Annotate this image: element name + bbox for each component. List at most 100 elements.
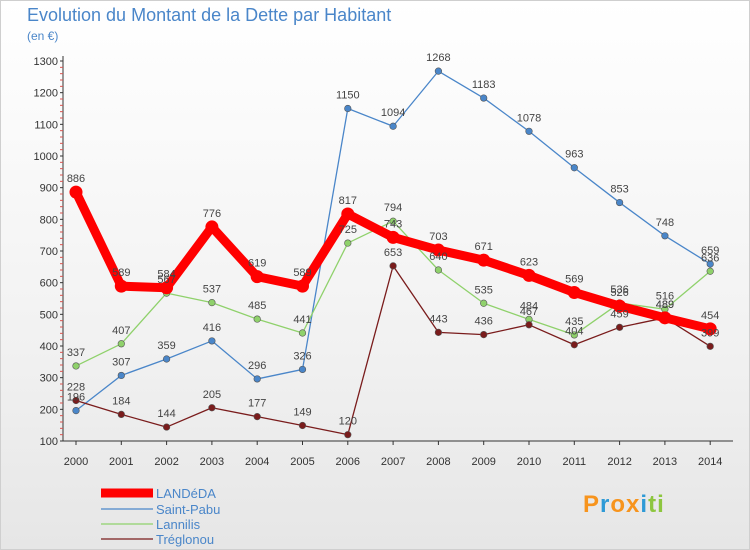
- data-point-lannilis: [117, 340, 125, 348]
- proxiti-logo: Proxiti: [583, 491, 665, 519]
- data-point-landeda: [658, 311, 672, 325]
- data-label-lannilis: 537: [203, 284, 221, 296]
- y-tick-label: 500: [40, 309, 58, 321]
- data-label-lannilis: 536: [610, 284, 628, 296]
- data-point-treglonou: [525, 321, 533, 329]
- legend-label-landeda: LANDéDA: [156, 486, 216, 501]
- data-point-saintpabu: [253, 375, 261, 383]
- logo-letter: i: [640, 491, 649, 518]
- y-tick-label: 300: [40, 373, 58, 385]
- data-label-lannilis: 337: [67, 347, 85, 359]
- data-label-saintpabu: 359: [157, 340, 175, 352]
- data-label-landeda: 886: [67, 173, 85, 185]
- data-point-saintpabu: [389, 122, 397, 130]
- data-label-treglonou: 399: [701, 327, 719, 339]
- logo-letter: t: [648, 491, 658, 518]
- data-label-landeda: 489: [656, 299, 674, 311]
- data-label-lannilis: 725: [339, 224, 357, 236]
- data-point-treglonou: [117, 410, 125, 419]
- data-point-saintpabu: [208, 337, 216, 345]
- data-label-landeda: 454: [701, 310, 719, 322]
- data-label-saintpabu: 296: [248, 360, 266, 372]
- data-point-treglonou: [253, 413, 261, 421]
- chart-title: Evolution du Montant de la Dette par Hab…: [27, 5, 392, 25]
- x-tick-label: 2000: [64, 456, 88, 468]
- legend-label-lannilis: Lannilis: [156, 517, 201, 532]
- data-point-treglonou: [208, 404, 216, 412]
- data-point-lannilis: [253, 315, 261, 323]
- data-point-saintpabu: [480, 94, 488, 102]
- data-label-saintpabu: 659: [701, 245, 719, 257]
- data-label-treglonou: 467: [520, 306, 538, 318]
- data-label-treglonou: 653: [384, 247, 402, 259]
- data-point-saintpabu: [163, 355, 171, 363]
- data-label-landeda: 619: [248, 258, 266, 270]
- data-label-saintpabu: 748: [656, 217, 674, 229]
- logo-letter: r: [600, 491, 611, 518]
- data-point-landeda: [341, 207, 355, 221]
- x-tick-label: 2013: [653, 456, 677, 468]
- data-point-landeda: [567, 285, 581, 299]
- data-label-treglonou: 120: [339, 416, 357, 428]
- data-label-treglonou: 459: [610, 308, 628, 320]
- data-point-treglonou: [163, 423, 171, 431]
- data-point-saintpabu: [570, 164, 578, 172]
- x-tick-label: 2008: [426, 456, 450, 468]
- x-tick-label: 2009: [471, 456, 495, 468]
- data-label-treglonou: 205: [203, 389, 221, 401]
- data-labels: 196 307 359 416 296 326 1150 1094 1268 1183 1078 96…: [67, 52, 720, 428]
- data-label-saintpabu: 853: [610, 184, 628, 196]
- data-label-lannilis: 485: [248, 300, 266, 312]
- data-point-treglonou: [298, 421, 307, 430]
- data-point-landeda: [205, 220, 219, 234]
- data-label-lannilis: 535: [475, 284, 493, 296]
- y-tick-label: 700: [40, 246, 58, 258]
- data-point-lannilis: [706, 267, 714, 275]
- data-point-saintpabu: [72, 407, 80, 415]
- data-point-saintpabu: [706, 260, 714, 268]
- data-point-treglonou: [706, 342, 714, 350]
- data-point-landeda: [522, 268, 536, 282]
- chart-unit: (en €): [27, 29, 59, 43]
- y-tick-label: 900: [40, 183, 58, 195]
- data-point-treglonou: [72, 396, 80, 405]
- data-label-landeda: 743: [384, 218, 402, 230]
- x-tick-label: 2006: [336, 456, 360, 468]
- data-label-treglonou: 228: [67, 381, 85, 393]
- data-label-landeda: 589: [112, 267, 130, 279]
- data-label-landeda: 817: [339, 195, 357, 207]
- logo-letter: x: [626, 491, 641, 518]
- data-label-landeda: 703: [429, 231, 447, 243]
- data-label-lannilis: 567: [157, 274, 175, 286]
- data-label-landeda: 589: [293, 267, 311, 279]
- y-tick-label: 1200: [34, 88, 58, 100]
- data-label-saintpabu: 1078: [517, 112, 541, 124]
- data-point-landeda: [386, 230, 400, 244]
- data-point-treglonou: [389, 262, 397, 270]
- data-label-lannilis: 636: [701, 252, 719, 264]
- data-point-lannilis: [298, 329, 307, 337]
- x-tick-label: 2003: [200, 456, 224, 468]
- data-label-treglonou: 184: [112, 395, 130, 407]
- y-tick-label: 1100: [34, 119, 58, 131]
- y-tick-label: 400: [40, 341, 58, 353]
- data-label-saintpabu: 307: [112, 356, 130, 368]
- data-point-lannilis: [344, 239, 352, 247]
- data-label-treglonou: 149: [293, 406, 311, 418]
- x-tick-label: 2001: [109, 456, 133, 468]
- data-point-landeda: [250, 270, 264, 284]
- data-label-landeda: 623: [520, 256, 538, 268]
- data-label-saintpabu: 1268: [426, 52, 450, 64]
- data-point-lannilis: [480, 299, 488, 307]
- y-tick-label: 1300: [34, 56, 58, 68]
- data-point-lannilis: [389, 217, 397, 225]
- y-tick-label: 1000: [34, 151, 58, 163]
- x-tick-label: 2007: [381, 456, 405, 468]
- axes: 100 200 300 400 500 600 700 800 900 1000 1100 1200 1…: [34, 56, 733, 468]
- data-point-treglonou: [570, 341, 578, 349]
- x-tick-label: 2010: [517, 456, 541, 468]
